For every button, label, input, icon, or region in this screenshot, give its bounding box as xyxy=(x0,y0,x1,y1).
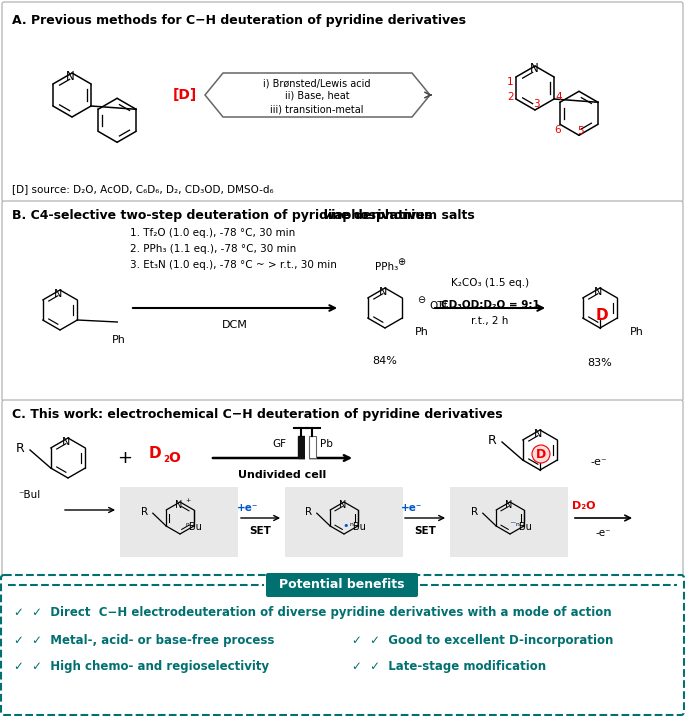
Text: Ph: Ph xyxy=(415,327,429,337)
Text: CD₃OD:D₂O = 9:1: CD₃OD:D₂O = 9:1 xyxy=(440,300,539,310)
Text: ⁺: ⁺ xyxy=(186,498,190,508)
Bar xyxy=(305,434,309,460)
Text: ✓  ✓  Metal-, acid- or base-free process: ✓ ✓ Metal-, acid- or base-free process xyxy=(14,634,275,647)
Text: +e⁻: +e⁻ xyxy=(237,503,259,513)
Text: R: R xyxy=(471,507,478,517)
Text: iii) transition-metal: iii) transition-metal xyxy=(271,104,364,114)
Text: +: + xyxy=(118,449,132,467)
Text: 84%: 84% xyxy=(373,356,397,366)
Text: N: N xyxy=(54,289,62,299)
FancyBboxPatch shape xyxy=(2,2,683,202)
FancyBboxPatch shape xyxy=(2,400,683,594)
Text: phosphonium salts: phosphonium salts xyxy=(338,209,475,222)
Text: R: R xyxy=(16,442,25,455)
Text: ⁿBu: ⁿBu xyxy=(515,522,532,532)
Text: OTf: OTf xyxy=(429,301,447,311)
Text: N: N xyxy=(594,287,602,297)
Text: 2. PPh₃ (1.1 eq.), -78 °C, 30 min: 2. PPh₃ (1.1 eq.), -78 °C, 30 min xyxy=(130,244,296,254)
Text: R: R xyxy=(306,507,312,517)
Text: Ph: Ph xyxy=(630,327,644,337)
Text: A. Previous methods for C−H deuteration of pyridine derivatives: A. Previous methods for C−H deuteration … xyxy=(12,14,466,27)
Bar xyxy=(285,487,403,557)
Text: +e⁻: +e⁻ xyxy=(401,503,423,513)
Text: C. This work: electrochemical C−H deuteration of pyridine derivatives: C. This work: electrochemical C−H deuter… xyxy=(12,408,503,421)
Text: [D]: [D] xyxy=(173,88,197,102)
Text: ⁻: ⁻ xyxy=(509,520,515,533)
Text: ⁿBu: ⁿBu xyxy=(186,522,202,532)
Text: N: N xyxy=(506,500,512,510)
Text: 3. Et₃N (1.0 eq.), -78 °C ~ > r.t., 30 min: 3. Et₃N (1.0 eq.), -78 °C ~ > r.t., 30 m… xyxy=(130,260,337,270)
Text: -e⁻: -e⁻ xyxy=(590,457,607,467)
Text: ⊕: ⊕ xyxy=(397,257,405,267)
Text: SET: SET xyxy=(249,526,271,536)
Text: via: via xyxy=(322,209,342,222)
Text: N: N xyxy=(530,62,538,75)
Text: N: N xyxy=(175,500,183,510)
Text: N: N xyxy=(62,437,70,447)
Text: D: D xyxy=(149,447,161,462)
Text: K₂CO₃ (1.5 eq.): K₂CO₃ (1.5 eq.) xyxy=(451,278,529,288)
Text: •: • xyxy=(342,521,349,531)
FancyBboxPatch shape xyxy=(266,573,418,597)
Text: 3: 3 xyxy=(533,99,539,109)
Text: Pb: Pb xyxy=(320,439,333,449)
Text: 5: 5 xyxy=(577,126,584,136)
Text: ⊖: ⊖ xyxy=(417,295,425,305)
Bar xyxy=(298,436,305,458)
FancyBboxPatch shape xyxy=(2,201,683,401)
Text: N: N xyxy=(379,287,387,297)
Text: ✓  ✓  Direct  C−H electrodeuteration of diverse pyridine derivatives with a mode: ✓ ✓ Direct C−H electrodeuteration of div… xyxy=(14,606,612,619)
Text: SET: SET xyxy=(414,526,436,536)
Text: GF: GF xyxy=(272,439,286,449)
Text: D: D xyxy=(536,448,546,460)
FancyBboxPatch shape xyxy=(1,575,684,715)
Text: N: N xyxy=(66,69,75,82)
Bar xyxy=(309,436,316,458)
Text: i) Brønsted/Lewis acid: i) Brønsted/Lewis acid xyxy=(263,78,371,88)
Text: 83%: 83% xyxy=(588,358,612,368)
Text: [D] source: D₂O, AcOD, C₆D₆, D₂, CD₃OD, DMSO-d₆: [D] source: D₂O, AcOD, C₆D₆, D₂, CD₃OD, … xyxy=(12,184,273,194)
Polygon shape xyxy=(205,73,430,117)
Text: 2: 2 xyxy=(508,92,514,102)
Text: -e⁻: -e⁻ xyxy=(595,528,611,538)
Text: N: N xyxy=(339,500,347,510)
Text: DCM: DCM xyxy=(222,320,248,330)
Text: R: R xyxy=(141,507,149,517)
Text: 1: 1 xyxy=(507,77,513,87)
Bar xyxy=(120,487,238,557)
Text: B. C4-selective two-step deuteration of pyridine derivatives: B. C4-selective two-step deuteration of … xyxy=(12,209,436,222)
Text: ⁻BuI: ⁻BuI xyxy=(18,490,40,500)
Text: ✓  ✓  High chemo- and regioselectivity: ✓ ✓ High chemo- and regioselectivity xyxy=(14,660,269,673)
Text: D₂O: D₂O xyxy=(572,501,596,511)
Text: r.t., 2 h: r.t., 2 h xyxy=(471,316,509,326)
Text: R: R xyxy=(488,433,497,447)
Text: N: N xyxy=(534,429,543,439)
Text: PPh₃: PPh₃ xyxy=(375,262,399,272)
Text: ⁿBu: ⁿBu xyxy=(349,522,366,532)
Text: 4: 4 xyxy=(556,92,562,102)
Text: ✓  ✓  Late-stage modification: ✓ ✓ Late-stage modification xyxy=(352,660,546,673)
Text: Undivided cell: Undivided cell xyxy=(238,470,326,480)
Text: 6: 6 xyxy=(555,125,561,135)
Text: ₂O: ₂O xyxy=(163,451,181,465)
Text: ✓  ✓  Good to excellent D-incorporation: ✓ ✓ Good to excellent D-incorporation xyxy=(352,634,613,647)
Text: ii) Base, heat: ii) Base, heat xyxy=(285,91,349,101)
Bar xyxy=(450,487,568,557)
Text: D: D xyxy=(596,309,608,324)
Text: Ph: Ph xyxy=(112,335,126,345)
Text: 1. Tf₂O (1.0 eq.), -78 °C, 30 min: 1. Tf₂O (1.0 eq.), -78 °C, 30 min xyxy=(130,228,295,238)
Circle shape xyxy=(532,445,550,463)
Text: Potential benefits: Potential benefits xyxy=(279,579,405,591)
